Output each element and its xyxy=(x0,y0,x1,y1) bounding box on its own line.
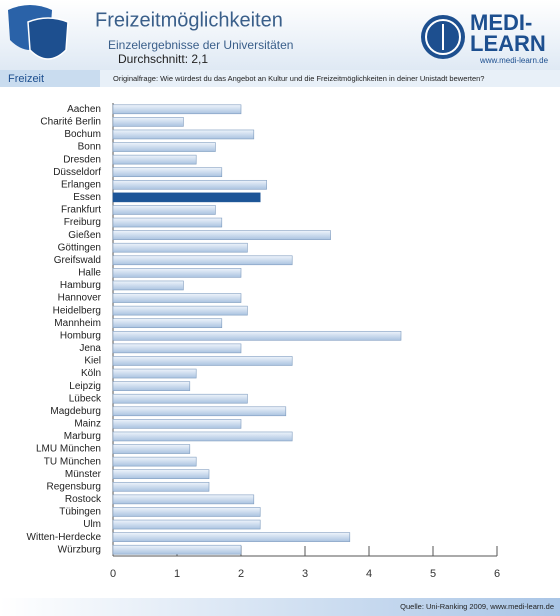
y-tick-label: Jena xyxy=(79,343,101,354)
logo-top: MEDI- xyxy=(470,10,532,35)
masks-icon xyxy=(8,5,69,60)
bar xyxy=(112,330,402,341)
bar xyxy=(112,343,242,354)
y-tick-label: Ulm xyxy=(83,519,101,530)
bar xyxy=(112,154,197,165)
bar xyxy=(112,242,248,253)
y-tick-label: Heidelberg xyxy=(53,305,101,316)
bar xyxy=(112,117,184,127)
header-bg xyxy=(0,0,560,70)
bar xyxy=(112,255,293,266)
logo-bottom: LEARN xyxy=(470,31,546,56)
bar xyxy=(112,129,255,140)
bar xyxy=(112,444,191,454)
y-tick-label: Hannover xyxy=(58,293,102,304)
bar xyxy=(112,167,223,178)
y-tick-label: Halle xyxy=(78,268,101,279)
bar xyxy=(112,205,216,215)
bar xyxy=(112,104,242,115)
y-tick-label: Rostock xyxy=(65,494,102,505)
bar xyxy=(112,179,267,190)
y-tick-label: Essen xyxy=(73,192,101,203)
y-tick-label: Leipzig xyxy=(69,381,101,392)
bar xyxy=(112,268,242,278)
bar xyxy=(112,469,210,480)
y-tick-label: Düsseldorf xyxy=(53,167,101,178)
bar xyxy=(112,192,261,203)
bar xyxy=(112,532,351,542)
y-tick-label: Aachen xyxy=(67,104,101,115)
bar xyxy=(112,230,331,240)
bar xyxy=(112,280,184,291)
bar xyxy=(112,481,210,492)
y-tick-label: Würzburg xyxy=(58,544,101,555)
section-band xyxy=(0,70,560,87)
y-tick-label: Göttingen xyxy=(58,242,101,253)
bar xyxy=(112,456,197,467)
y-tick-label: Hamburg xyxy=(60,280,101,291)
y-tick-label: Lübeck xyxy=(69,393,102,404)
y-tick-label: Kiel xyxy=(84,356,101,367)
bar xyxy=(112,544,242,555)
bar xyxy=(112,393,248,404)
y-tick-label: Bochum xyxy=(64,129,101,140)
y-tick-label: Mannheim xyxy=(54,318,101,329)
y-tick-label: TU München xyxy=(44,456,101,467)
x-tick-label: 6 xyxy=(494,568,500,580)
question: Originalfrage: Wie würdest du das Angebo… xyxy=(113,74,484,83)
y-tick-label: Tübingen xyxy=(59,507,101,518)
y-tick-label: Erlangen xyxy=(61,179,101,190)
section-tab xyxy=(0,70,100,87)
bar xyxy=(112,356,293,366)
bar xyxy=(112,419,242,429)
y-tick-label: Homburg xyxy=(60,330,101,341)
bar xyxy=(112,519,261,530)
y-tick-label: Greifswald xyxy=(54,255,101,266)
y-tick-label: Bonn xyxy=(78,142,101,153)
bar xyxy=(112,318,223,329)
y-tick-label: Charité Berlin xyxy=(40,117,101,128)
x-tick-label: 3 xyxy=(302,568,308,580)
bar xyxy=(112,431,293,442)
y-tick-label: Dresden xyxy=(63,154,101,165)
section-label: Freizeit xyxy=(8,73,44,85)
y-tick-label: Mainz xyxy=(74,419,101,430)
y-tick-label: Frankfurt xyxy=(61,205,101,216)
subtitle: Einzelergebnisse der Universitäten xyxy=(108,38,293,52)
bar xyxy=(112,368,197,379)
bar xyxy=(112,142,216,152)
x-tick-label: 2 xyxy=(238,568,244,580)
bar xyxy=(112,293,242,303)
x-tick-label: 5 xyxy=(430,568,436,580)
bar xyxy=(112,305,248,316)
y-tick-label: Gießen xyxy=(68,230,101,241)
y-tick-label: LMU München xyxy=(36,444,101,455)
logo-url: www.medi-learn.de xyxy=(479,56,549,65)
footer-bg xyxy=(0,598,560,616)
bar xyxy=(112,494,255,505)
average: Durchschnitt: 2,1 xyxy=(118,52,208,66)
bar xyxy=(112,217,223,228)
bar xyxy=(112,507,261,517)
y-tick-label: Köln xyxy=(81,368,101,379)
bar xyxy=(112,406,287,417)
source: Quelle: Uni-Ranking 2009, www.medi-learn… xyxy=(400,602,554,611)
title: Freizeitmöglichkeiten xyxy=(95,9,283,31)
logo xyxy=(421,15,465,59)
x-tick-label: 4 xyxy=(366,568,372,580)
x-tick-label: 0 xyxy=(110,568,116,580)
x-tick-label: 1 xyxy=(174,568,180,580)
y-tick-label: Magdeburg xyxy=(50,406,101,417)
y-tick-label: Freiburg xyxy=(64,217,101,228)
bar xyxy=(112,381,191,391)
y-tick-label: Regensburg xyxy=(47,481,101,492)
y-tick-label: Witten-Herdecke xyxy=(27,532,102,543)
y-tick-label: Marburg xyxy=(64,431,101,442)
y-tick-label: Münster xyxy=(65,469,102,480)
